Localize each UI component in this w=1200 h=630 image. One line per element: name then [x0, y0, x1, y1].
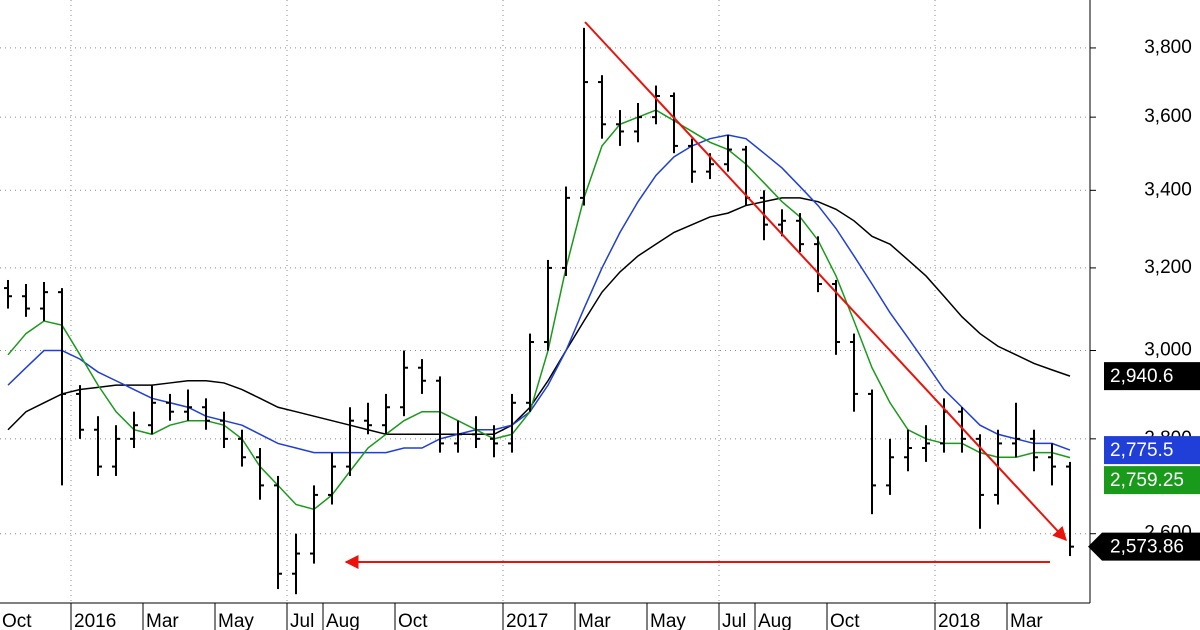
line-layer — [7, 109, 1071, 511]
moving-average-line — [7, 109, 1071, 511]
x-tick-label: May — [218, 611, 254, 630]
moving-average-line — [7, 197, 1071, 436]
bar-layer — [4, 27, 1074, 595]
x-tick-label: 2016 — [74, 611, 116, 630]
moving-average-line — [7, 134, 1071, 454]
x-tick-label: Aug — [326, 611, 360, 630]
y-tick-label: 3,800 — [1144, 37, 1192, 58]
x-tick-label: Oct — [398, 611, 428, 630]
value-label: 2,759.25 — [1110, 470, 1184, 491]
y-tick-label: 3,200 — [1144, 257, 1192, 278]
value-label: 2,940.6 — [1110, 366, 1173, 387]
y-tick-label: 3,000 — [1144, 340, 1192, 361]
value-label: 2,573.86 — [1110, 537, 1184, 558]
x-tick-label: Aug — [758, 611, 792, 630]
trend-arrow — [584, 21, 1067, 542]
x-tick-label: 2017 — [506, 611, 548, 630]
x-tick-label: Mar — [1010, 611, 1043, 630]
x-tick-label: Oct — [830, 611, 860, 630]
value-box — [1104, 436, 1200, 465]
value-box — [1104, 466, 1200, 495]
grid-layer — [0, 0, 1090, 603]
x-tick-label: May — [650, 611, 686, 630]
value-label: 2,775.5 — [1110, 440, 1173, 461]
label-layer: 2,6002,8003,0003,2003,4003,6003,800Oct20… — [2, 37, 1200, 630]
x-tick-label: Mar — [578, 611, 611, 630]
x-tick-label: Oct — [2, 611, 32, 630]
value-box — [1104, 362, 1200, 391]
x-tick-label: Jul — [290, 611, 314, 630]
y-tick-label: 3,400 — [1144, 179, 1192, 200]
x-tick-label: Jul — [722, 611, 746, 630]
x-tick-label: 2018 — [938, 611, 980, 630]
y-tick-label: 3,600 — [1144, 106, 1192, 127]
value-box — [1088, 532, 1200, 561]
x-tick-label: Mar — [146, 611, 179, 630]
